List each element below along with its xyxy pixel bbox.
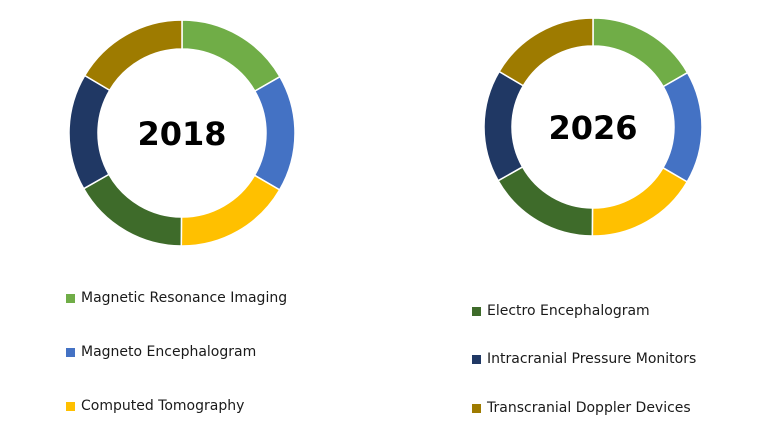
- slice-2018-magnetic-resonance-imaging: [181, 19, 282, 93]
- slice-2018-transcranial-doppler-devices: [83, 19, 183, 92]
- slice-2018-computed-tomography: [180, 174, 281, 247]
- legend-item-magneto-encephalogram: Magneto Encephalogram: [66, 342, 256, 362]
- slice-2026-transcranial-doppler-devices: [498, 17, 594, 87]
- legend-label: Magneto Encephalogram: [81, 344, 257, 360]
- slice-2026-magneto-encephalogram: [661, 71, 703, 183]
- donut-year-label: 2018: [137, 115, 226, 153]
- legend-label: Electro Encephalogram: [487, 303, 650, 319]
- legend-label: Computed Tomography: [81, 398, 245, 414]
- legend-swatch: [66, 401, 75, 411]
- legend-item-electro-encephalogram: Electro Encephalogram: [472, 301, 650, 321]
- slice-2018-magneto-encephalogram: [253, 75, 296, 191]
- legend-item-transcranial-doppler-devices: Transcranial Doppler Devices: [472, 398, 691, 418]
- legend-swatch: [66, 347, 75, 357]
- legend-swatch: [472, 306, 481, 316]
- slice-2026-electro-encephalogram: [497, 165, 594, 237]
- legend-swatch: [66, 293, 75, 303]
- slice-2026-intracranial-pressure-monitors: [483, 70, 525, 182]
- slice-2026-magnetic-resonance-imaging: [592, 17, 689, 88]
- legend-swatch: [472, 403, 481, 413]
- legend-label: Magnetic Resonance Imaging: [81, 290, 288, 306]
- donut-chart-2026: 2026: [483, 17, 703, 237]
- slice-2018-intracranial-pressure-monitors: [68, 74, 111, 190]
- legend-item-computed-tomography: Computed Tomography: [66, 396, 244, 416]
- slice-2026-computed-tomography: [591, 166, 689, 237]
- slice-2018-electro-encephalogram: [82, 173, 183, 247]
- legend-label: Transcranial Doppler Devices: [487, 400, 691, 416]
- donut-year-label: 2026: [548, 109, 637, 147]
- legend-swatch: [472, 354, 481, 364]
- donut-chart-2018: 2018: [68, 19, 296, 247]
- legend-item-intracranial-pressure-monitors: Intracranial Pressure Monitors: [472, 349, 696, 369]
- legend-item-magnetic-resonance-imaging: Magnetic Resonance Imaging: [66, 288, 287, 308]
- legend-label: Intracranial Pressure Monitors: [487, 351, 697, 367]
